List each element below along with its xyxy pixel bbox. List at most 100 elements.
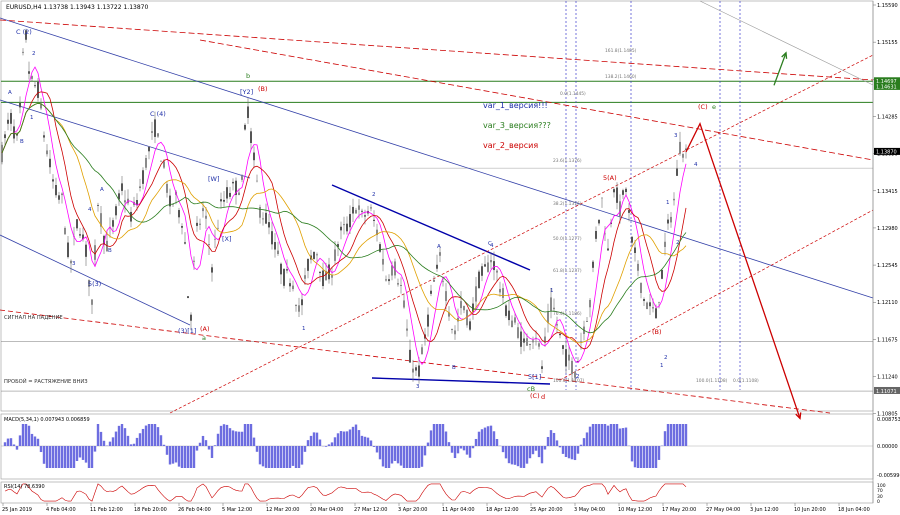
macd-bar (240, 431, 244, 446)
candle-body (556, 324, 558, 326)
candles (1, 28, 687, 384)
time-label: 3 May 04:00 (574, 507, 605, 513)
macd-bar (429, 430, 433, 446)
candle-body (490, 260, 492, 263)
macd-bar (411, 446, 415, 468)
candle-body (343, 224, 345, 226)
candle-body (433, 280, 435, 282)
macd-bar (516, 446, 520, 467)
macd-bar (531, 446, 535, 455)
breakout-label: ПРОБОЙ = РАСТЯЖЕНИЕ ВНИЗ (4, 378, 88, 385)
macd-bar (546, 436, 550, 446)
wave-number: 1 (666, 200, 670, 206)
candle-body (325, 270, 327, 281)
fib-label: 161.8(1.1485) (605, 48, 637, 54)
candle-body (244, 124, 246, 130)
candle-body (85, 244, 87, 257)
candle-body (523, 338, 525, 343)
macd-bar (99, 431, 103, 446)
candle-body (79, 234, 81, 236)
red-dotted-lower (559, 209, 874, 381)
forecast-arrowhead (795, 412, 802, 420)
candle-body (568, 354, 570, 361)
macd-bar (366, 437, 370, 446)
macd-bar (504, 446, 508, 459)
candle-body (580, 340, 582, 342)
candle-body (517, 327, 519, 338)
wave-label: cB (527, 385, 535, 393)
macd-bar (258, 446, 262, 465)
candle-body (484, 264, 486, 267)
macd-bar (465, 446, 469, 455)
macd-bar (336, 433, 340, 446)
macd-tick: 0.008753 (877, 417, 900, 423)
price-tick-label: 1.14285 (877, 114, 898, 120)
candle-body (100, 213, 102, 227)
candle-body (481, 266, 483, 276)
macd-bar (189, 446, 193, 468)
macd-bar (462, 446, 466, 451)
macd-bar (519, 446, 523, 468)
macd-bar (312, 432, 316, 446)
macd-bar (534, 446, 538, 451)
macd-bar (207, 446, 211, 450)
candle-body (397, 283, 399, 285)
candle-body (388, 279, 390, 282)
candle-body (190, 314, 192, 321)
macd-bar (408, 446, 412, 468)
candle-body (670, 216, 672, 223)
candle-body (28, 71, 30, 74)
fib-label: 50.0(1.1277) (553, 236, 582, 242)
candle-body (184, 242, 186, 244)
macd-bar (48, 446, 52, 468)
candle-body (271, 231, 273, 245)
candle-body (61, 193, 63, 196)
candle-body (103, 235, 105, 245)
time-label: 20 Mar 04:00 (310, 507, 343, 513)
macd-bar (81, 446, 85, 460)
wave-labels: C (2) [Y2] (B) b C (4) [W] [X] 5(3) (3)[1] (A)a (C… (8, 28, 759, 401)
candle-body (124, 200, 126, 203)
macd-bar (303, 446, 307, 452)
candle-body (499, 288, 501, 293)
main-panel (0, 0, 874, 412)
candle-body (553, 307, 555, 310)
candle-body (562, 345, 564, 349)
price-tag-label: 1.14697 (876, 79, 897, 85)
candle-body (613, 189, 615, 193)
macd-bar (9, 438, 13, 446)
macd-bar (237, 431, 241, 446)
macd-bar (123, 428, 127, 446)
macd-bar (249, 424, 253, 446)
ma-long (1, 102, 687, 334)
macd-histogram: 0.008753 0.00000 -0.005996 (1, 417, 900, 479)
candle-body (46, 150, 48, 155)
candle-body (247, 106, 249, 118)
macd-bar (324, 446, 328, 447)
candle-body (550, 297, 552, 311)
macd-bar (477, 431, 481, 446)
macd-bar (489, 425, 493, 446)
candle-body (172, 204, 174, 205)
price-tag-label: 1.13870 (876, 150, 897, 156)
candle-body (430, 290, 432, 294)
candle-body (460, 301, 462, 309)
macd-bar (30, 433, 34, 446)
candle-body (166, 183, 168, 193)
macd-bar (96, 424, 100, 446)
candle-body (565, 349, 567, 367)
macd-bar (261, 446, 265, 467)
macd-bar (618, 428, 622, 446)
candle-body (1, 144, 3, 163)
candle-body (289, 283, 291, 287)
macd-bar (612, 424, 616, 446)
price-tick-label: 1.13415 (877, 189, 898, 195)
red-dashed-upper (199, 39, 874, 161)
candle-body (142, 170, 144, 184)
macd-bar (330, 442, 334, 446)
candle-body (217, 227, 219, 229)
candle-body (274, 242, 276, 250)
macd-bar (51, 446, 55, 468)
candle-body (646, 302, 648, 310)
macd-bar (216, 433, 220, 446)
